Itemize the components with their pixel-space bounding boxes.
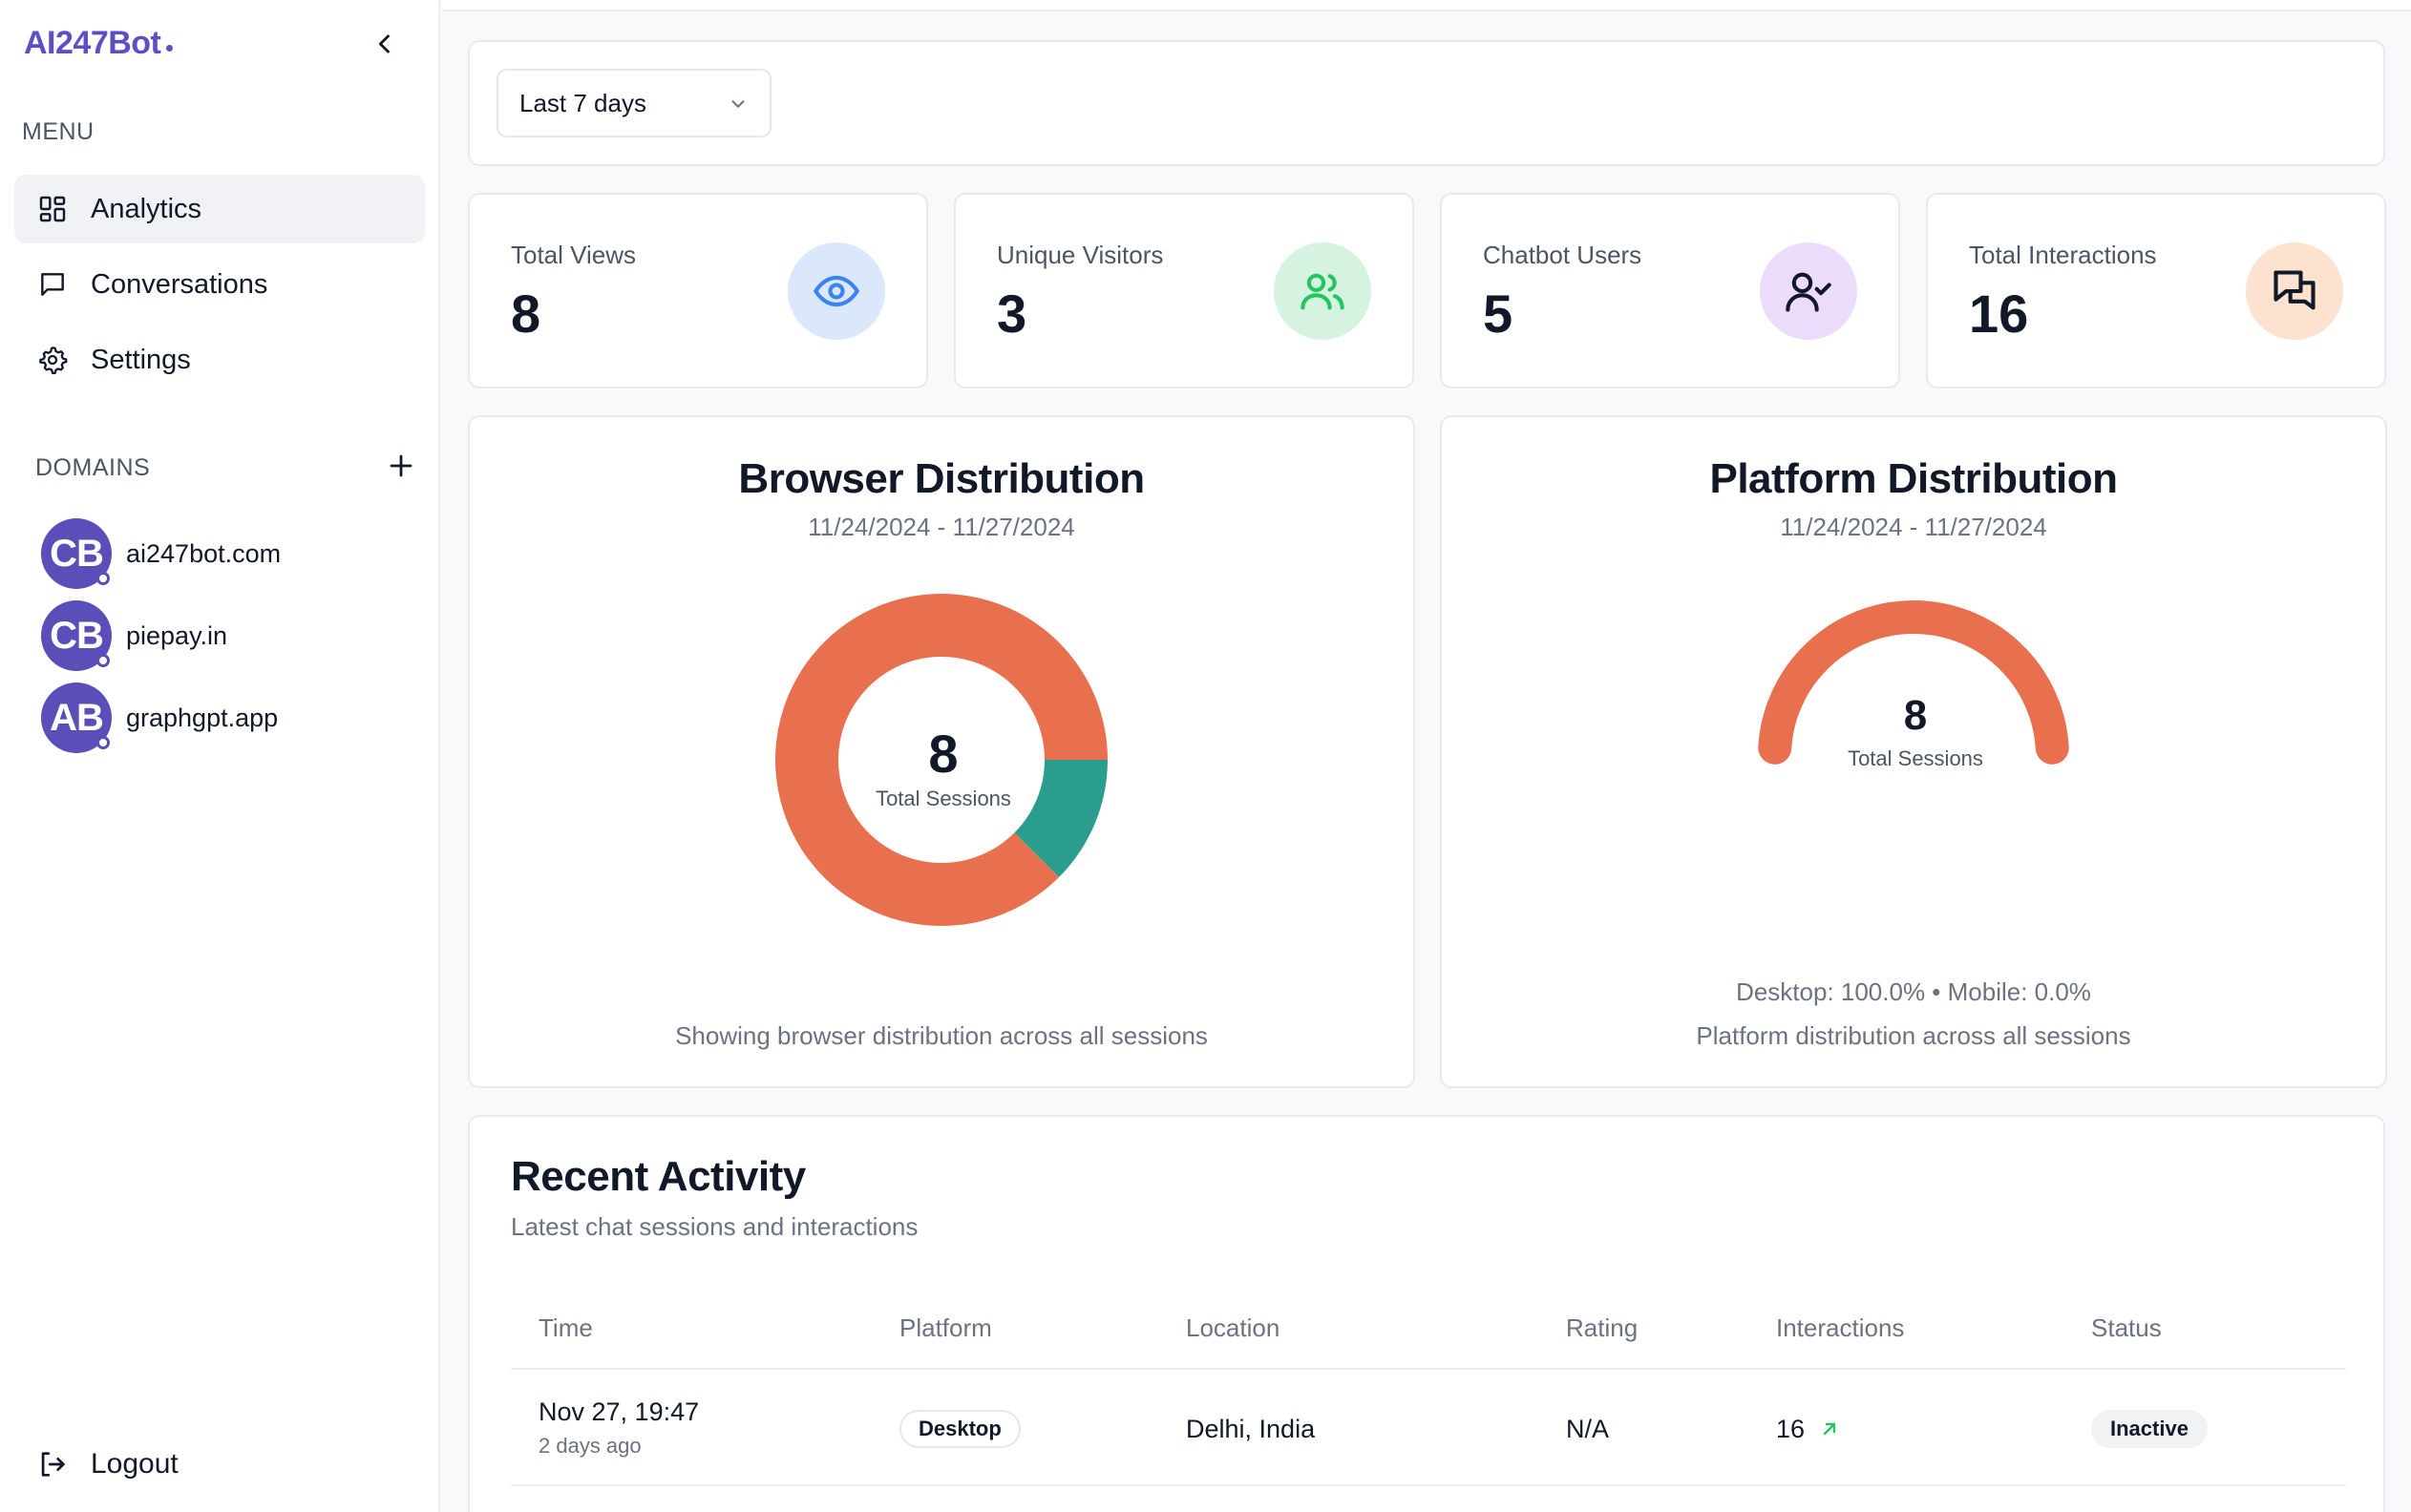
platform-gauge-chart bbox=[1758, 600, 2069, 765]
platform-badge: Desktop bbox=[899, 1410, 1021, 1448]
top-header bbox=[442, 0, 2411, 11]
plus-icon bbox=[390, 454, 412, 477]
section-subtitle: Latest chat sessions and interactions bbox=[511, 1212, 919, 1241]
status-badge: Inactive bbox=[2091, 1410, 2208, 1448]
stat-label: Chatbot Users bbox=[1483, 241, 1642, 269]
gauge-center-label: Total Sessions bbox=[1848, 746, 1983, 770]
stat-card-total-views: Total Views 8 bbox=[468, 193, 928, 388]
nav-item-settings[interactable]: Settings bbox=[14, 326, 425, 394]
trend-up-icon bbox=[1823, 1422, 1836, 1436]
row-location: Delhi, India bbox=[1186, 1415, 1316, 1443]
brand-logo[interactable]: AI247Bot bbox=[24, 25, 174, 62]
chevron-left-icon bbox=[378, 34, 390, 53]
sidebar: AI247Bot MENU Analytics Conversations Se… bbox=[0, 0, 440, 1512]
row-rating: N/A bbox=[1566, 1415, 1610, 1443]
stat-value: 16 bbox=[1969, 284, 2029, 344]
recent-activity-card: Recent Activity Latest chat sessions and… bbox=[468, 1115, 2385, 1512]
table-header-divider bbox=[511, 1368, 2346, 1370]
user-check-icon bbox=[1760, 242, 1857, 340]
gauge-center-value: 8 bbox=[1903, 692, 1928, 739]
chart-title: Browser Distribution bbox=[738, 455, 1145, 502]
domains-section-title: DOMAINS bbox=[35, 454, 151, 481]
nav-item-analytics[interactable]: Analytics bbox=[14, 175, 425, 243]
menu-section-title: MENU bbox=[22, 118, 95, 145]
platform-summary: Desktop: 100.0% • Mobile: 0.0% bbox=[1736, 977, 2091, 1006]
donut-slice-secondary[interactable] bbox=[1014, 760, 1108, 878]
row-relative-time: 2 days ago bbox=[539, 1434, 642, 1458]
nav-item-label: Analytics bbox=[91, 193, 202, 224]
avatar: CB bbox=[41, 518, 112, 589]
domain-item-graphgpt[interactable]: AB graphgpt.app bbox=[41, 682, 278, 753]
stat-label: Unique Visitors bbox=[997, 241, 1164, 269]
add-domain-button[interactable] bbox=[382, 447, 420, 485]
domain-label: ai247bot.com bbox=[126, 538, 282, 568]
stat-card-total-interactions: Total Interactions 16 bbox=[1926, 193, 2386, 388]
platform-distribution-card: Platform Distribution 11/24/2024 - 11/27… bbox=[1440, 415, 2387, 1088]
column-header-rating[interactable]: Rating bbox=[1566, 1313, 1639, 1342]
domain-item-ai247bot[interactable]: CB ai247bot.com bbox=[41, 518, 281, 589]
donut-slice-primary[interactable] bbox=[775, 594, 1108, 927]
chart-date-range: 11/24/2024 - 11/27/2024 bbox=[1780, 513, 2047, 541]
gear-icon bbox=[35, 343, 70, 377]
chart-footer: Platform distribution across all session… bbox=[1696, 1021, 2131, 1050]
avatar: AB bbox=[41, 682, 112, 753]
stat-label: Total Views bbox=[511, 241, 637, 269]
stat-card-unique-visitors: Unique Visitors 3 bbox=[954, 193, 1414, 388]
date-range-value: Last 7 days bbox=[519, 88, 646, 117]
browser-distribution-card: Browser Distribution 11/24/2024 - 11/27/… bbox=[468, 415, 1415, 1088]
domain-item-piepay[interactable]: CB piepay.in bbox=[41, 600, 227, 671]
stat-value: 8 bbox=[511, 284, 541, 344]
users-icon bbox=[1274, 242, 1371, 340]
message-square-icon bbox=[35, 267, 70, 302]
chart-footer: Showing browser distribution across all … bbox=[675, 1021, 1208, 1050]
avatar: CB bbox=[41, 600, 112, 671]
nav-item-label: Settings bbox=[91, 344, 191, 375]
grid-icon bbox=[35, 192, 70, 226]
gauge-segment-desktop[interactable] bbox=[1758, 600, 2069, 765]
logout-icon bbox=[35, 1447, 70, 1481]
donut-center-value: 8 bbox=[928, 724, 959, 784]
column-header-time[interactable]: Time bbox=[539, 1313, 593, 1342]
status-dot bbox=[96, 654, 110, 667]
column-header-interactions[interactable]: Interactions bbox=[1776, 1313, 1905, 1342]
status-dot bbox=[96, 572, 110, 585]
chart-title: Platform Distribution bbox=[1709, 455, 2118, 502]
column-header-platform[interactable]: Platform bbox=[899, 1313, 992, 1342]
domain-label: graphgpt.app bbox=[126, 703, 279, 732]
row-divider bbox=[511, 1484, 2346, 1486]
brand-dot bbox=[166, 45, 174, 52]
domain-label: piepay.in bbox=[126, 620, 228, 650]
column-header-location[interactable]: Location bbox=[1186, 1313, 1280, 1342]
filter-card: Last 7 days bbox=[468, 40, 2385, 166]
stat-value: 5 bbox=[1483, 284, 1513, 344]
messages-icon bbox=[2246, 242, 2343, 340]
stat-value: 3 bbox=[997, 284, 1027, 344]
chart-date-range: 11/24/2024 - 11/27/2024 bbox=[808, 513, 1075, 541]
chevron-down-icon bbox=[731, 100, 745, 108]
stat-card-chatbot-users: Chatbot Users 5 bbox=[1440, 193, 1900, 388]
donut-center-label: Total Sessions bbox=[876, 787, 1011, 810]
collapse-sidebar-button[interactable] bbox=[368, 27, 402, 61]
date-range-select[interactable]: Last 7 days bbox=[497, 69, 772, 137]
eye-icon bbox=[788, 242, 885, 340]
stat-label: Total Interactions bbox=[1969, 241, 2157, 269]
nav-item-label: Conversations bbox=[91, 268, 268, 300]
column-header-status[interactable]: Status bbox=[2091, 1313, 2162, 1342]
row-time: Nov 27, 19:47 bbox=[539, 1397, 700, 1426]
status-dot bbox=[96, 736, 110, 749]
row-interactions: 16 bbox=[1776, 1415, 1806, 1443]
logout-button[interactable]: Logout bbox=[35, 1447, 179, 1481]
logout-label: Logout bbox=[91, 1448, 179, 1480]
section-title: Recent Activity bbox=[511, 1153, 806, 1200]
nav-item-conversations[interactable]: Conversations bbox=[14, 250, 425, 319]
browser-donut-chart bbox=[775, 594, 1108, 927]
